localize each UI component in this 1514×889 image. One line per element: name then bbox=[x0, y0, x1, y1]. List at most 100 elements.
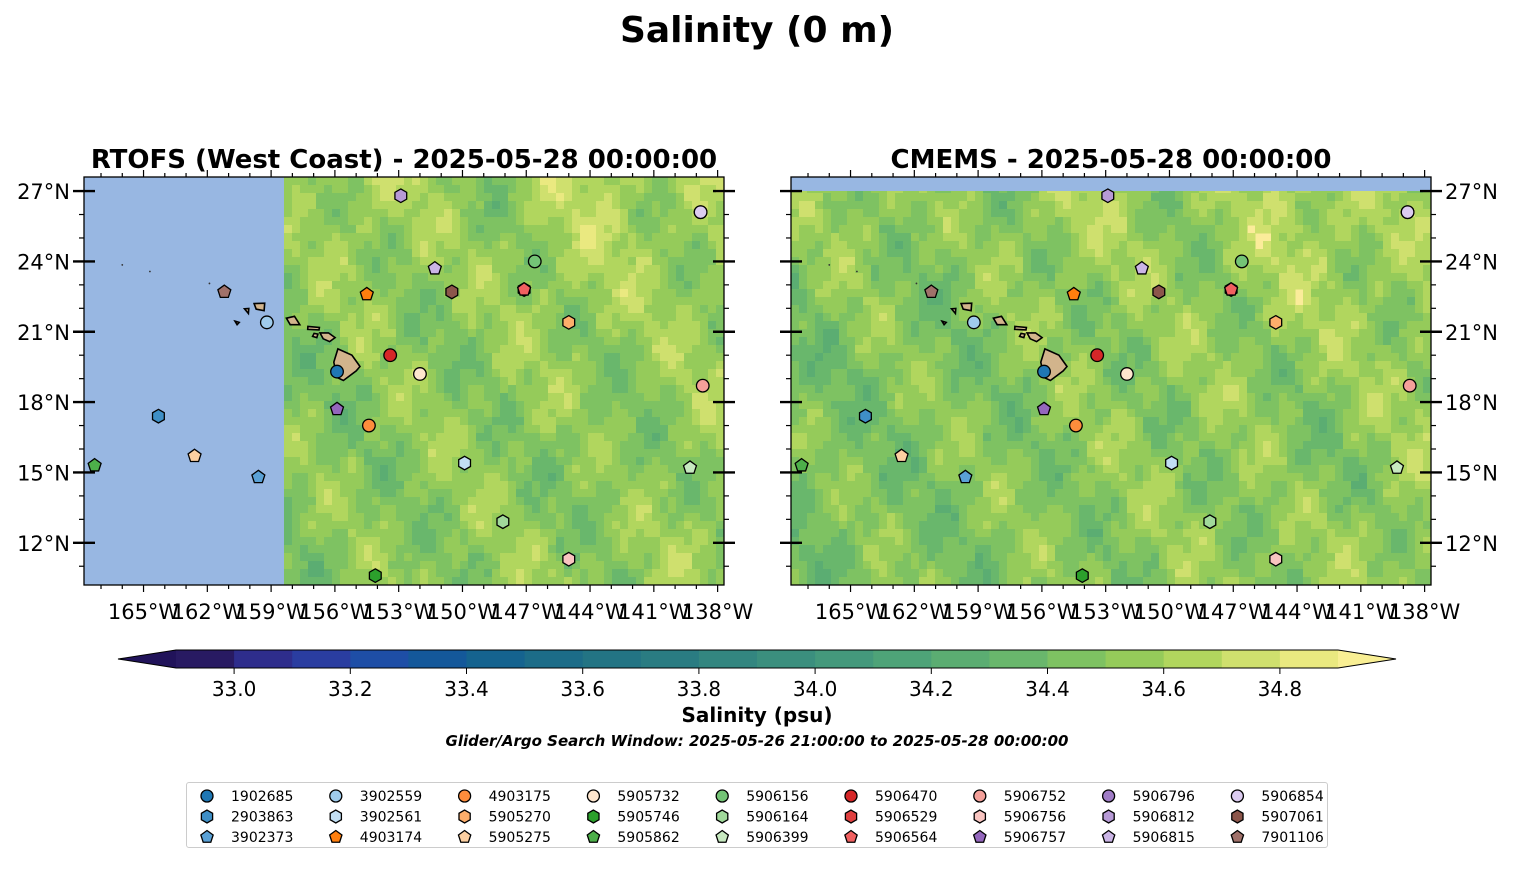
legend-label: 5906470 bbox=[875, 789, 937, 805]
colorbar-segment bbox=[350, 650, 409, 668]
x-tick-label: 159°W bbox=[942, 600, 1014, 624]
float-marker-5906164 bbox=[1203, 514, 1217, 530]
x-tick-label: 156°W bbox=[1006, 600, 1078, 624]
legend-label: 5906164 bbox=[746, 810, 808, 826]
colorbar-segment bbox=[640, 650, 700, 668]
islet-2 bbox=[915, 282, 918, 285]
legend-marker-5906815 bbox=[1101, 829, 1116, 843]
legend-label: 3902561 bbox=[360, 810, 422, 826]
y-tick-label: 27°N bbox=[17, 180, 70, 204]
x-tick-label: 147°W bbox=[491, 600, 563, 624]
x-tick-label: 150°W bbox=[1134, 600, 1206, 624]
y-tick-label: 21°N bbox=[1445, 321, 1498, 345]
islet-0 bbox=[121, 264, 124, 266]
float-marker-5906470 bbox=[1090, 348, 1105, 363]
y-tick-label: 15°N bbox=[17, 461, 70, 485]
legend-marker-5905732 bbox=[586, 789, 601, 803]
x-tick-label: 147°W bbox=[1198, 600, 1270, 624]
legend-label: 3902373 bbox=[231, 830, 293, 846]
search-window-note: Glider/Argo Search Window: 2025-05-26 21… bbox=[446, 732, 1069, 750]
colorbar-segment bbox=[757, 650, 816, 668]
legend-label: 5906156 bbox=[746, 789, 808, 805]
float-marker-5906399 bbox=[682, 460, 698, 474]
panel-rtofs-title: RTOFS (West Coast) - 2025-05-28 00:00:00 bbox=[91, 145, 717, 175]
legend-marker-3902373 bbox=[200, 829, 214, 843]
legend-label: 5906812 bbox=[1133, 810, 1195, 826]
legend-label: 5906796 bbox=[1133, 789, 1195, 805]
legend-marker-5906164 bbox=[715, 809, 729, 824]
colorbar-segment bbox=[698, 650, 758, 668]
float-marker-1902685 bbox=[330, 364, 344, 379]
island-7 bbox=[940, 319, 948, 327]
legend-marker-5905275 bbox=[457, 829, 472, 843]
legend-marker-3902559 bbox=[329, 789, 343, 803]
float-marker-5905746 bbox=[1075, 568, 1089, 584]
legend-marker-5906752 bbox=[973, 789, 987, 803]
colorbar-label: Salinity (psu) bbox=[681, 703, 832, 727]
float-marker-5905746 bbox=[368, 568, 382, 584]
colorbar-segment bbox=[408, 650, 467, 668]
legend-marker-5906399 bbox=[715, 829, 730, 843]
colorbar-segment bbox=[176, 650, 235, 668]
colorbar-tick-label: 33.8 bbox=[677, 677, 722, 701]
legend-marker-2903863 bbox=[200, 809, 214, 824]
float-marker-5906756 bbox=[562, 551, 576, 567]
colorbar-tick-label: 34.8 bbox=[1258, 677, 1303, 701]
float-marker-3902559 bbox=[259, 315, 274, 330]
float-marker-5906164 bbox=[496, 514, 510, 530]
island-2 bbox=[306, 325, 321, 331]
colorbar-segment bbox=[1163, 650, 1223, 668]
colorbar-segment bbox=[1047, 650, 1107, 668]
colorbar-tick-label: 33.0 bbox=[212, 677, 257, 701]
panel-cmems: CMEMS - 2025-05-28 00:00:00 165°W162°W15… bbox=[780, 145, 1498, 624]
float-marker-5906752 bbox=[695, 378, 710, 393]
panel-rtofs: RTOFS (West Coast) - 2025-05-28 00:00:00… bbox=[17, 145, 753, 624]
island-4 bbox=[285, 315, 302, 326]
colorbar-tick-label: 33.4 bbox=[444, 677, 489, 701]
island-6 bbox=[242, 307, 250, 316]
x-tick-label: 153°W bbox=[1070, 600, 1142, 624]
y-tick-label: 18°N bbox=[1445, 391, 1498, 415]
legend-label: 5906529 bbox=[875, 810, 937, 826]
float-marker-5905732 bbox=[412, 367, 427, 381]
legend-label: 5906399 bbox=[746, 830, 808, 846]
float-marker-3902561 bbox=[1165, 455, 1179, 471]
y-tick-label: 27°N bbox=[1445, 180, 1498, 204]
float-marker-5906812 bbox=[394, 188, 408, 204]
colorbar-segment bbox=[234, 650, 293, 668]
island-6 bbox=[949, 307, 957, 316]
x-tick-label: 150°W bbox=[427, 600, 499, 624]
y-tick-label: 21°N bbox=[17, 321, 70, 345]
colorbar-segment bbox=[1105, 650, 1165, 668]
float-marker-5906752 bbox=[1402, 378, 1417, 393]
cmems-axis-ticks: 165°W162°W159°W156°W153°W150°W147°W144°W… bbox=[780, 170, 1498, 624]
x-tick-label: 165°W bbox=[815, 600, 887, 624]
float-marker-3902373 bbox=[958, 469, 973, 484]
colorbar-tick-label: 34.2 bbox=[909, 677, 954, 701]
colorbar-segment bbox=[873, 650, 932, 668]
x-tick-label: 144°W bbox=[554, 600, 626, 624]
colorbar-segment bbox=[989, 650, 1048, 668]
legend-label: 5905270 bbox=[489, 810, 551, 826]
colorbar-under-arrow bbox=[118, 650, 176, 668]
float-marker-5907061 bbox=[445, 284, 459, 300]
colorbar-tick-label: 33.2 bbox=[328, 677, 373, 701]
rtofs-axis-ticks: 165°W162°W159°W156°W153°W150°W147°W144°W… bbox=[17, 170, 754, 624]
legend-label: 2903863 bbox=[231, 810, 293, 826]
y-tick-label: 15°N bbox=[1445, 461, 1498, 485]
island-7 bbox=[233, 319, 241, 327]
colorbar-over-arrow bbox=[1338, 650, 1396, 668]
y-tick-label: 12°N bbox=[17, 532, 70, 556]
legend-label: 5905862 bbox=[617, 830, 679, 846]
float-marker-4903174 bbox=[359, 286, 375, 301]
legend-marker-5906470 bbox=[844, 789, 858, 803]
legend-marker-5905746 bbox=[587, 809, 600, 824]
float-marker-5905275 bbox=[187, 448, 202, 463]
colorbar-segment bbox=[292, 650, 351, 668]
float-marker-3902561 bbox=[458, 455, 472, 471]
y-tick-label: 24°N bbox=[17, 250, 70, 274]
float-marker-5906757 bbox=[1036, 401, 1052, 416]
legend-label: 5905746 bbox=[617, 810, 679, 826]
legend-label: 5906756 bbox=[1004, 810, 1066, 826]
